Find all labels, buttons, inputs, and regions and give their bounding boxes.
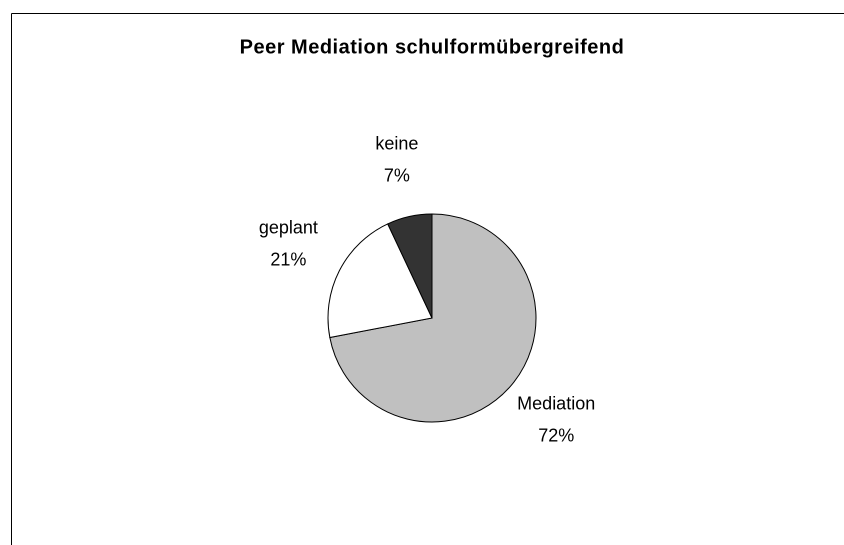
slice-value-label: 72% [538,426,574,446]
slice-value-label: 7% [384,165,410,185]
slice-label: keine [375,133,418,153]
slice-label: geplant [259,218,318,238]
chart-title: Peer Mediation schulformübergreifend [240,36,625,58]
slice-value-label: 21% [270,250,306,270]
slice-label: Mediation [517,394,595,414]
pie-slice [329,213,537,423]
pie-slice [387,213,433,319]
pie-slice [327,223,433,339]
